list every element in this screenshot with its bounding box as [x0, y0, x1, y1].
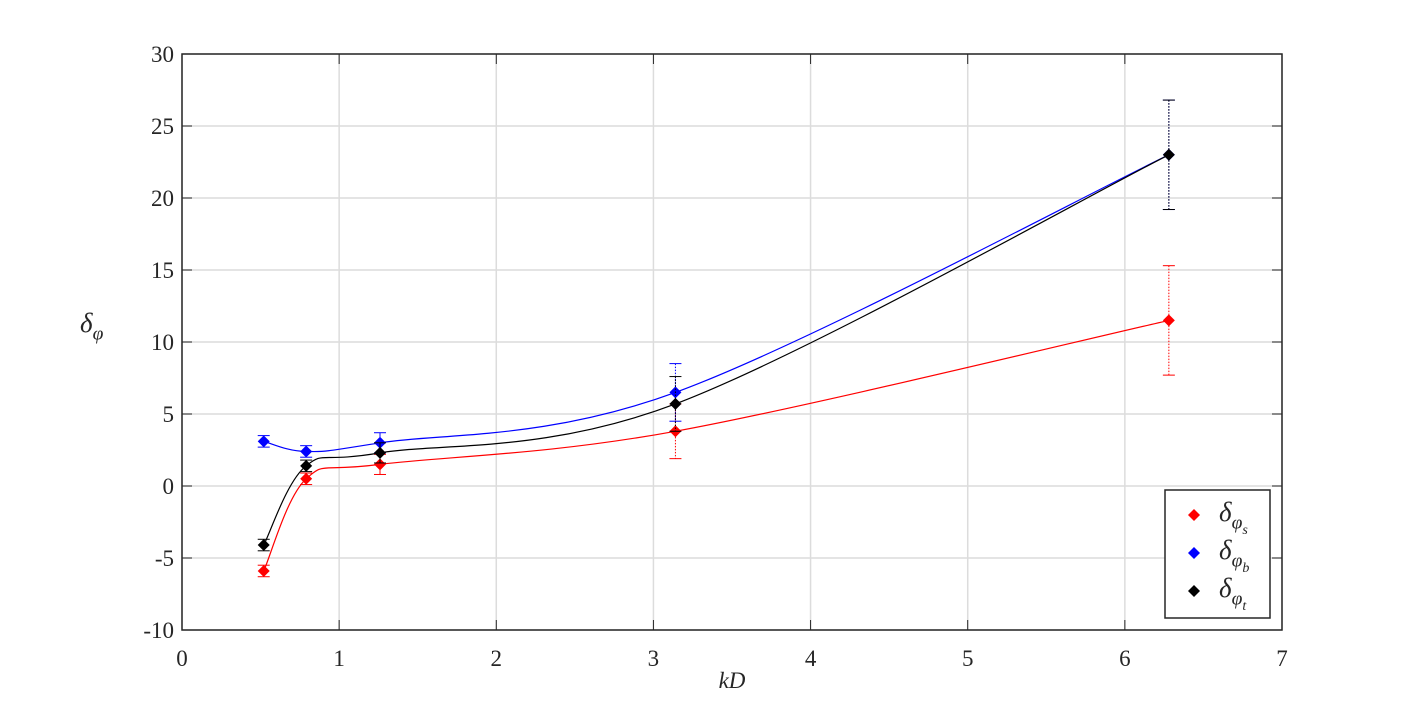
data-point — [257, 539, 270, 552]
x-tick-label: 4 — [805, 646, 817, 671]
x-tick-label: 3 — [648, 646, 660, 671]
y-axis-label: δφ — [80, 308, 104, 345]
legend-marker — [1188, 547, 1200, 559]
data-point — [374, 458, 386, 471]
legend-box — [1164, 489, 1271, 619]
legend-marker — [1188, 585, 1200, 597]
error-bar — [669, 363, 682, 422]
y-tick-label: 30 — [151, 42, 174, 67]
y-tick-label: 0 — [163, 474, 175, 499]
x-axis-label: kD — [719, 668, 746, 693]
y-tick-label: 5 — [163, 402, 175, 427]
data-point — [257, 564, 270, 577]
x-tick-label: 7 — [1276, 646, 1288, 671]
data-point — [1162, 148, 1175, 161]
legend-label: δφt — [1219, 573, 1247, 614]
y-tick-label: 10 — [151, 330, 174, 355]
y-tick-label: 15 — [151, 258, 174, 283]
y-tick-label: -5 — [155, 546, 174, 571]
legend-marker — [1188, 509, 1200, 521]
x-tick-label: 6 — [1119, 646, 1131, 671]
legend-label: δφb — [1219, 535, 1249, 576]
data-point — [374, 446, 386, 459]
x-tick-label: 1 — [333, 646, 345, 671]
data-point — [1162, 314, 1175, 327]
data-point — [300, 445, 313, 458]
x-tick-label: 5 — [962, 646, 974, 671]
x-tick-label: 0 — [176, 646, 188, 671]
data-point — [669, 397, 682, 410]
x-tick-label: 2 — [491, 646, 503, 671]
y-tick-label: 20 — [151, 186, 174, 211]
series-line — [263, 319, 1169, 572]
data-point — [257, 435, 270, 448]
data-point — [300, 472, 313, 485]
legend-label: δφs — [1219, 497, 1248, 538]
data-point — [300, 459, 313, 472]
y-tick-label: -10 — [143, 618, 174, 643]
series-line — [263, 154, 1170, 453]
y-tick-label: 25 — [151, 114, 174, 139]
